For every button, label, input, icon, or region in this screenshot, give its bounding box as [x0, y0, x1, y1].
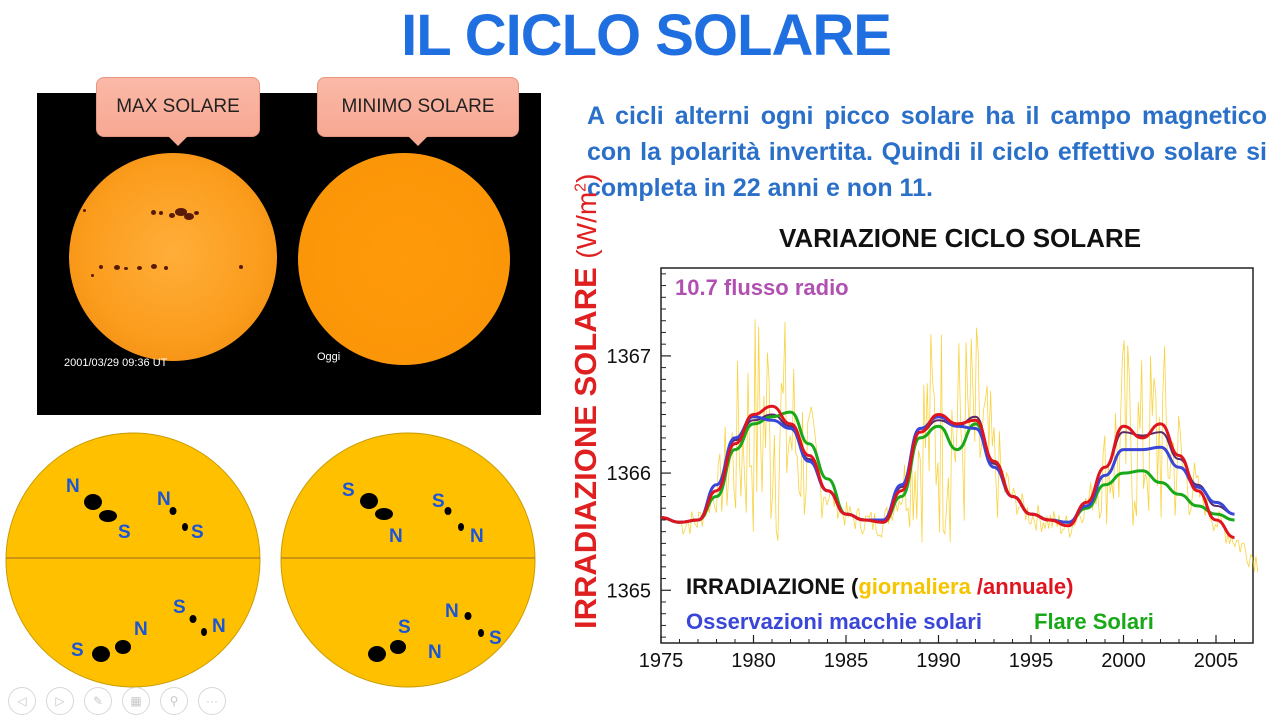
more-icon[interactable]: ··· — [198, 687, 226, 715]
sun-photo-maximum — [69, 153, 277, 361]
x-tick-label: 1985 — [824, 650, 869, 672]
zoom-icon[interactable]: ⚲ — [160, 687, 188, 715]
ylabel-unit: (W/m2) — [571, 173, 602, 259]
pen-icon[interactable]: ✎ — [84, 687, 112, 715]
slides-icon[interactable]: ▦ — [122, 687, 150, 715]
x-tick-label: 1975 — [639, 650, 684, 672]
pole-label: N — [445, 601, 459, 622]
photo-caption: Oggi — [317, 351, 341, 363]
series-lines-layer — [660, 404, 1235, 539]
x-tick-label: 1990 — [916, 650, 961, 672]
callout-max-solare: MAX SOLARE — [96, 77, 260, 146]
chart-title: VARIAZIONE CICLO SOLARE — [778, 223, 1142, 253]
y-tick-label: 1367 — [607, 346, 652, 368]
polarity-diagram-left: N S N S S N S N — [5, 432, 261, 688]
previous-icon[interactable]: ◁ — [8, 687, 36, 715]
pole-label: N — [157, 489, 171, 510]
legend-irradiation-prefix: IRRADIAZIONE ( — [686, 574, 859, 599]
irradiance-chart: 1975 1980 1985 1990 1995 2000 2005 1365 1366 1367 — [607, 267, 1259, 672]
pole-label: S — [432, 491, 445, 512]
legend-daily: giornaliera — [858, 574, 971, 599]
pole-label: S — [342, 480, 355, 501]
series-line-flares — [660, 410, 1235, 524]
pole-label: S — [173, 597, 186, 618]
pole-label: S — [118, 522, 131, 543]
daily-irradiance-line — [679, 319, 1259, 573]
plot-frame — [660, 267, 1254, 644]
pole-label: N — [134, 619, 148, 640]
pole-label: S — [398, 617, 411, 638]
pole-label: S — [489, 628, 502, 649]
series-line-sunspots — [660, 415, 1235, 524]
series-line-annual — [660, 404, 1235, 539]
callout-minimo-solare: MINIMO SOLARE — [317, 77, 519, 146]
pole-label: N — [66, 476, 80, 497]
legend-sunspots: Osservazioni macchie solari — [686, 609, 982, 634]
y-tick-label: 1366 — [607, 463, 652, 485]
x-tick-label: 2005 — [1194, 650, 1239, 672]
pole-label: N — [428, 642, 442, 663]
x-tick-label: 1995 — [1009, 650, 1054, 672]
sun-photo-minimum — [298, 153, 510, 365]
pole-label: N — [470, 526, 484, 547]
pole-label: N — [212, 616, 226, 637]
legend-annual: /annuale) — [970, 574, 1074, 599]
pole-label: S — [191, 522, 204, 543]
ylabel-main: IRRADIAZIONE SOLARE — [568, 267, 603, 629]
explanation-paragraph: A cicli alterni ogni picco solare ha il … — [587, 102, 1267, 202]
pole-label: S — [71, 640, 84, 661]
legend-flares: Flare Solari — [1034, 609, 1154, 634]
axis-layer: 1975 1980 1985 1990 1995 2000 2005 1365 1366 1367 — [607, 273, 1254, 672]
polarity-diagram-right: S N S N S N N S — [280, 432, 536, 688]
daily-irradiance-layer — [679, 319, 1259, 573]
x-tick-label: 2000 — [1101, 650, 1146, 672]
radio-flux-annotation: 10.7 flusso radio — [675, 275, 849, 300]
slide-title: IL CICLO SOLARE — [401, 3, 892, 68]
pole-label: N — [389, 526, 403, 547]
legend-irradiation: IRRADIAZIONE (giornaliera /annuale) — [686, 574, 1074, 600]
x-tick-label: 1980 — [731, 650, 776, 672]
y-tick-label: 1365 — [607, 580, 652, 602]
next-icon[interactable]: ▷ — [46, 687, 74, 715]
photo-timestamp: 2001/03/29 09:36 UT — [64, 357, 168, 369]
sun-photos-panel: 2001/03/29 09:36 UT Oggi — [37, 93, 541, 415]
